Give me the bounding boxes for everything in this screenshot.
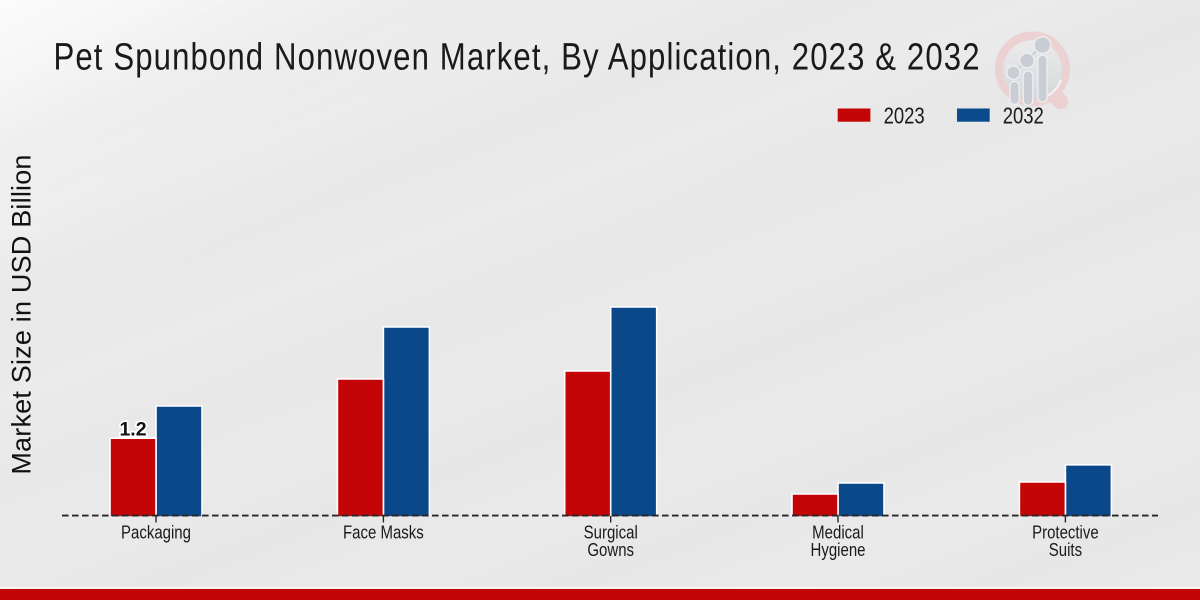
svg-text:Protective: Protective	[1032, 522, 1099, 543]
svg-text:Suits: Suits	[1049, 540, 1082, 561]
svg-text:2032: 2032	[1003, 103, 1044, 129]
svg-text:2023: 2023	[884, 103, 925, 129]
svg-text:Medical: Medical	[812, 522, 864, 543]
svg-text:Surgical: Surgical	[584, 522, 638, 543]
svg-text:Pet Spunbond Nonwoven Market,: Pet Spunbond Nonwoven Market, By Applica…	[54, 36, 981, 78]
svg-text:Face Masks: Face Masks	[343, 522, 424, 543]
svg-text:Gowns: Gowns	[587, 540, 634, 561]
svg-text:Hygiene: Hygiene	[811, 540, 866, 561]
svg-text:1.2: 1.2	[119, 419, 146, 441]
svg-text:Packaging: Packaging	[121, 522, 191, 543]
svg-text:Market Size in USD Billion: Market Size in USD Billion	[7, 154, 37, 474]
